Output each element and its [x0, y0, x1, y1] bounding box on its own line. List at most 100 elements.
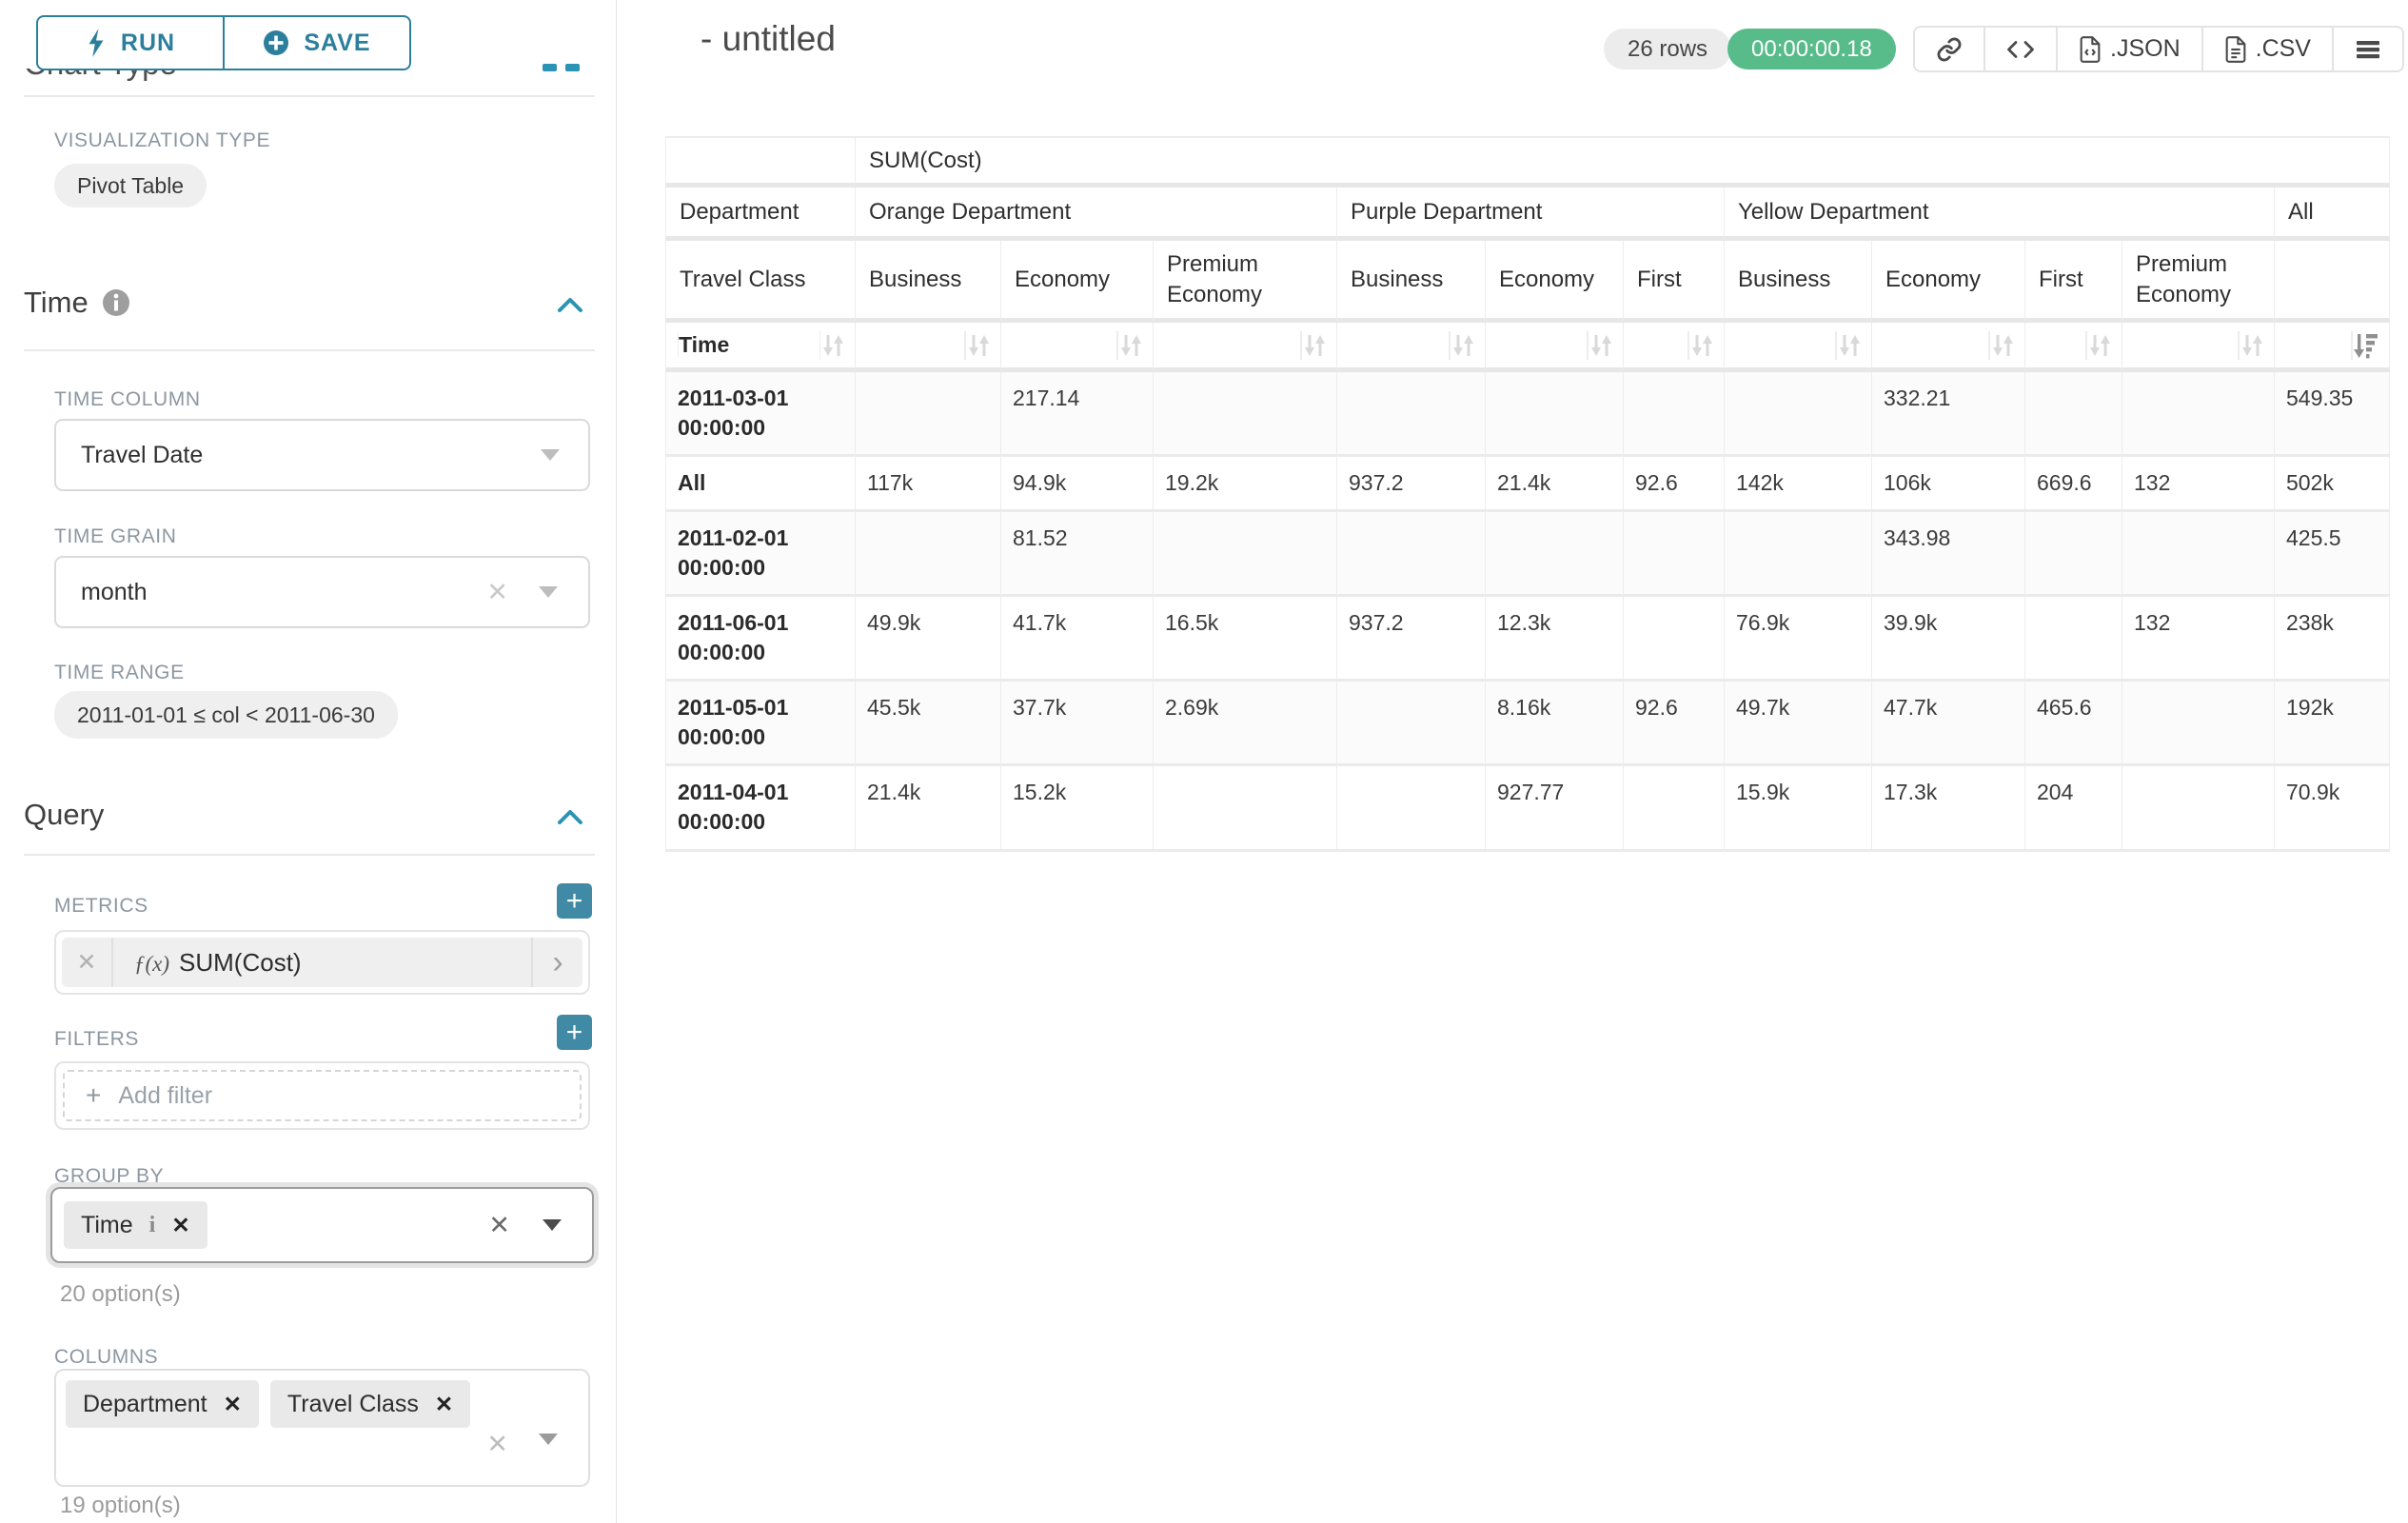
cell: 81.52 — [1001, 512, 1154, 597]
sort-toggle-icon[interactable] — [1587, 331, 1613, 360]
cell: 192k — [2275, 682, 2390, 766]
hidden-control-icon — [565, 64, 580, 71]
columns-tag-label: Travel Class — [287, 1391, 419, 1418]
remove-tag-icon[interactable]: ✕ — [224, 1392, 242, 1417]
pivot-table: SUM(Cost) Department Orange Department P… — [665, 136, 2390, 852]
remove-metric-icon[interactable]: ✕ — [62, 938, 113, 987]
group-by-select[interactable]: Time i ✕ ✕ — [50, 1187, 594, 1263]
cell: 425.5 — [2275, 512, 2390, 597]
export-toolbar: .JSON .CSV — [1913, 26, 2404, 72]
metrics-control: ✕ ƒ(x) SUM(Cost) › — [54, 930, 590, 995]
info-icon[interactable] — [102, 288, 130, 317]
sort-header-cell — [1624, 323, 1725, 372]
sort-toggle-icon[interactable] — [964, 331, 991, 360]
filters-label: FILTERS — [54, 1028, 139, 1051]
sort-toggle-icon[interactable] — [2238, 331, 2264, 360]
cell — [1337, 682, 1486, 766]
view-query-button[interactable] — [1985, 28, 2058, 70]
visualization-type-pill[interactable]: Pivot Table — [54, 164, 207, 208]
cell — [1725, 512, 1872, 597]
cell: 45.5k — [856, 682, 1001, 766]
table-row[interactable]: 2011-04-01 00:00:00 21.4k 15.2k 927.77 1… — [665, 766, 2390, 851]
table-row[interactable]: 2011-03-01 00:00:00 217.14 332.21 549.35 — [665, 372, 2390, 457]
save-button[interactable]: SAVE — [223, 17, 409, 69]
sort-toggle-icon[interactable] — [2085, 331, 2112, 360]
share-link-button[interactable] — [1915, 28, 1985, 70]
add-metric-button[interactable]: + — [557, 883, 592, 919]
filters-control: + Add filter — [54, 1061, 590, 1130]
remove-tag-icon[interactable]: ✕ — [435, 1392, 453, 1417]
sort-toggle-icon[interactable] — [1835, 331, 1862, 360]
sort-toggle-icon[interactable] — [1688, 331, 1714, 360]
sort-toggle-icon[interactable] — [1300, 331, 1327, 360]
add-filter-button[interactable]: + — [557, 1015, 592, 1050]
cell: 549.35 — [2275, 372, 2390, 457]
menu-button[interactable] — [2334, 28, 2402, 70]
cell: 106k — [1872, 457, 2025, 512]
cell: 70.9k — [2275, 766, 2390, 851]
add-filter-dropzone[interactable]: + Add filter — [63, 1070, 582, 1121]
sort-header-cell — [2025, 323, 2122, 372]
export-json-button[interactable]: .JSON — [2058, 28, 2203, 70]
link-icon — [1936, 36, 1963, 63]
table-row[interactable]: 2011-06-01 00:00:00 49.9k 41.7k 16.5k 93… — [665, 597, 2390, 682]
time-range-label: TIME RANGE — [54, 662, 185, 684]
cell — [2025, 512, 2122, 597]
cell: 502k — [2275, 457, 2390, 512]
group-by-tag-label: Time — [81, 1212, 133, 1239]
table-row[interactable]: 2011-05-01 00:00:00 45.5k 37.7k 2.69k 8.… — [665, 682, 2390, 766]
table-row[interactable]: All 117k 94.9k 19.2k 937.2 21.4k 92.6 14… — [665, 457, 2390, 512]
cell — [856, 512, 1001, 597]
class-header: Business — [856, 241, 1001, 323]
expand-metric-icon[interactable]: › — [531, 938, 582, 987]
cell — [1624, 512, 1725, 597]
lightning-icon — [86, 29, 107, 57]
visualization-type-label: VISUALIZATION TYPE — [54, 129, 270, 152]
sort-header-cell — [1486, 323, 1624, 372]
time-section-title: Time — [24, 286, 89, 320]
cell: 132 — [2122, 597, 2275, 682]
clear-icon[interactable]: ✕ — [488, 1213, 510, 1238]
run-button[interactable]: RUN — [38, 17, 223, 69]
control-panel-sidebar: Chart Type RUN SAVE VISUALIZATION TYPE P… — [0, 0, 617, 1523]
collapse-time-section-icon[interactable] — [557, 297, 582, 312]
columns-select[interactable]: Department ✕ Travel Class ✕ ✕ — [54, 1369, 590, 1487]
sort-toggle-icon[interactable] — [1116, 331, 1143, 360]
cell: 465.6 — [2025, 682, 2122, 766]
sort-desc-active-icon[interactable] — [2351, 331, 2379, 360]
tag-info-icon[interactable]: i — [149, 1213, 156, 1238]
chart-title[interactable]: - untitled — [701, 19, 836, 59]
table-row[interactable]: 2011-02-01 00:00:00 81.52 343.98 425.5 — [665, 512, 2390, 597]
clear-icon[interactable]: ✕ — [486, 580, 508, 605]
row-time-label: 2011-05-01 00:00:00 — [665, 682, 856, 766]
export-csv-label: .CSV — [2256, 35, 2311, 63]
cell — [1154, 766, 1337, 851]
add-filter-label: Add filter — [118, 1082, 212, 1110]
file-code-icon — [2079, 36, 2102, 63]
clear-icon[interactable]: ✕ — [486, 1432, 508, 1457]
time-range-pill[interactable]: 2011-01-01 ≤ col < 2011-06-30 — [54, 691, 398, 739]
query-section-heading: Query — [24, 798, 104, 832]
chevron-down-icon — [539, 1434, 558, 1445]
cell: 142k — [1725, 457, 1872, 512]
row-time-label: 2011-06-01 00:00:00 — [665, 597, 856, 682]
time-grain-select[interactable]: month ✕ — [54, 556, 590, 628]
columns-tag-label: Department — [83, 1391, 207, 1418]
sort-toggle-icon[interactable] — [819, 331, 845, 360]
collapse-query-section-icon[interactable] — [557, 809, 582, 824]
cell — [1486, 512, 1624, 597]
cell — [2122, 766, 2275, 851]
class-header-empty — [2275, 241, 2390, 323]
columns-tag: Travel Class ✕ — [270, 1380, 470, 1428]
export-csv-button[interactable]: .CSV — [2203, 28, 2334, 70]
metric-pill[interactable]: ✕ ƒ(x) SUM(Cost) › — [62, 938, 582, 987]
row-time-label: 2011-04-01 00:00:00 — [665, 766, 856, 851]
cell: 17.3k — [1872, 766, 2025, 851]
class-header: Business — [1337, 241, 1486, 323]
sort-toggle-icon[interactable] — [1449, 331, 1475, 360]
class-header: Economy — [1872, 241, 2025, 323]
time-column-select[interactable]: Travel Date — [54, 419, 590, 491]
sort-toggle-icon[interactable] — [1988, 331, 2015, 360]
remove-tag-icon[interactable]: ✕ — [171, 1213, 189, 1238]
time-dim-label: Time — [678, 332, 729, 357]
